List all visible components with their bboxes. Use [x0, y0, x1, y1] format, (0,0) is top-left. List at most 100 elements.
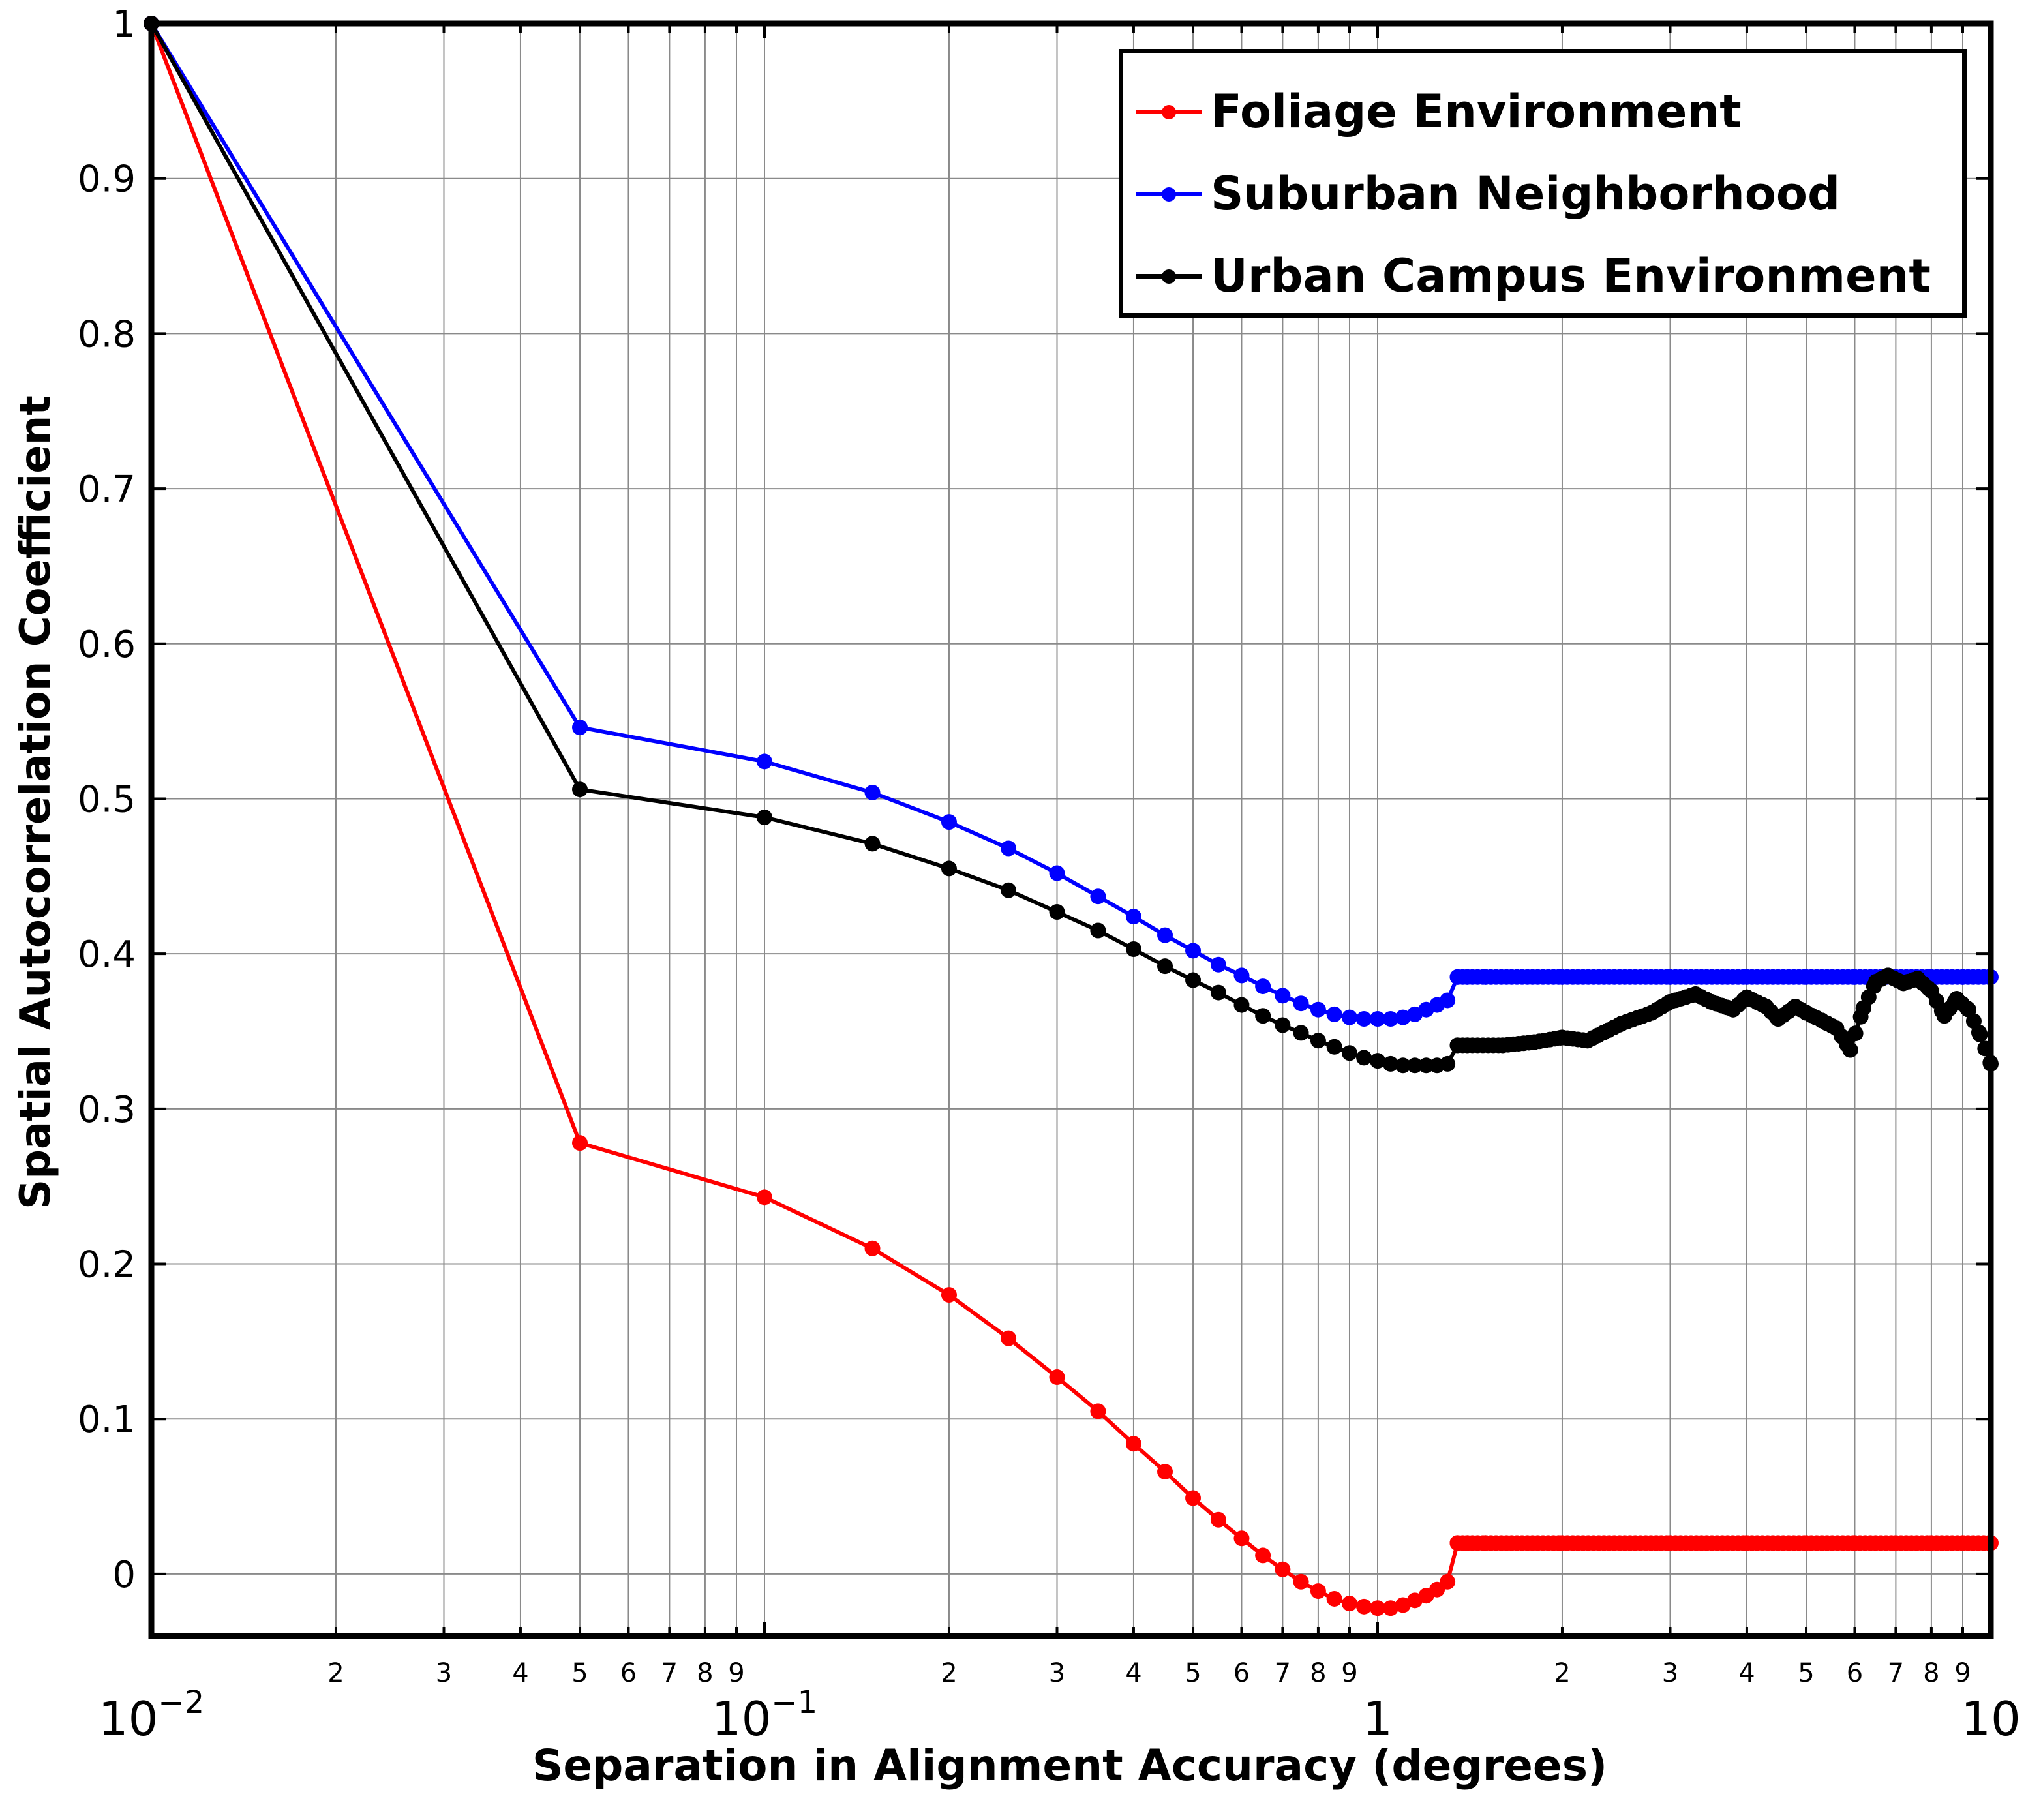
y-tick-label: 0.2 [78, 1244, 136, 1286]
x-tick-major-label: 10−1 [712, 1684, 817, 1746]
series-point-0 [864, 1240, 881, 1256]
series-point-1 [572, 720, 588, 736]
series-point-2 [1382, 1055, 1398, 1072]
series-point-2 [1341, 1045, 1357, 1061]
series-point-0 [757, 1189, 772, 1206]
series-point-2 [1972, 1026, 1988, 1042]
x-tick-minor-label: 2 [1554, 1658, 1570, 1688]
series-point-2 [1049, 903, 1065, 920]
series-point-1 [1049, 865, 1065, 881]
series-point-1 [941, 814, 957, 830]
x-tick-minor-label: 2 [941, 1658, 957, 1688]
series-point-0 [1356, 1598, 1372, 1615]
x-tick-labels: 2 3 4 5 6 7 8 9 2 3 4 5 6 7 8 9 2 3 4 5 6 7 8 910−2 10−1 1 10 [98, 1658, 2021, 1746]
legend-label-suburban: Suburban Neighborhood [1211, 167, 1841, 220]
series-point-1 [1341, 1009, 1357, 1025]
series-point-1 [1255, 978, 1271, 995]
series-point-1 [1001, 840, 1017, 857]
series-point-1 [1440, 992, 1456, 1009]
x-tick-minor-label: 6 [1233, 1658, 1250, 1688]
series-point-2 [1001, 882, 1017, 898]
x-tick-minor-label: 8 [697, 1658, 713, 1688]
x-tick-minor-label: 3 [1662, 1658, 1678, 1688]
series-point-2 [572, 781, 588, 798]
series-point-1 [1185, 943, 1202, 959]
x-tick-minor-label: 7 [1888, 1658, 1904, 1688]
series-point-1 [1356, 1010, 1372, 1027]
series-point-1 [1293, 995, 1309, 1012]
y-axis-label-wrap: Spatial Autocorrelation Coefficient [0, 0, 72, 1605]
series-point-2 [1326, 1039, 1342, 1055]
series-point-0 [1310, 1583, 1326, 1600]
legend-swatch-urban [1136, 269, 1202, 284]
series-point-1 [1326, 1006, 1342, 1022]
x-tick-minor-label: 3 [436, 1658, 452, 1688]
y-tick-label: 0.3 [78, 1089, 136, 1131]
series-point-1 [1233, 967, 1250, 984]
series-point-1 [1370, 1010, 1385, 1027]
x-tick-minor-label: 9 [1954, 1658, 1971, 1688]
series-point-1 [1310, 1001, 1326, 1018]
y-tick-label: 0 [112, 1554, 136, 1596]
series-point-0 [1341, 1596, 1357, 1612]
series-point-2 [1356, 1050, 1372, 1066]
x-tick-minor-label: 4 [1125, 1658, 1141, 1688]
series-point-0 [1210, 1511, 1226, 1528]
series-point-1 [1090, 888, 1106, 905]
series-point-2 [1847, 1025, 1864, 1042]
series-point-1 [1157, 927, 1173, 943]
series-point-0 [941, 1287, 957, 1303]
series-point-2 [1233, 997, 1250, 1013]
x-tick-major-label: 1 [1363, 1691, 1393, 1746]
series-point-0 [1157, 1464, 1173, 1480]
y-tick-label: 0.9 [78, 159, 136, 201]
y-axis-label: Spatial Autocorrelation Coefficient [12, 395, 60, 1209]
series-point-0 [1049, 1369, 1065, 1386]
x-tick-minor-label: 7 [1275, 1658, 1291, 1688]
series-point-0 [1275, 1561, 1291, 1577]
series-point-2 [1157, 958, 1173, 975]
legend-item-urban: Urban Campus Environment [1136, 235, 1962, 317]
series-point-0 [1382, 1600, 1398, 1616]
series-point-0 [1185, 1490, 1202, 1506]
series-point-2 [1407, 1057, 1423, 1074]
series-point-0 [1233, 1530, 1250, 1547]
legend-swatch-suburban [1136, 187, 1202, 202]
y-tick-label: 0.6 [78, 624, 136, 666]
series-point-0 [1255, 1547, 1271, 1564]
x-tick-minor-label: 3 [1049, 1658, 1065, 1688]
series-point-0 [1090, 1403, 1106, 1419]
series-layer [144, 16, 1999, 1616]
series-point-1 [1210, 956, 1226, 973]
y-tick-label: 0.8 [78, 313, 136, 356]
series-point-2 [1210, 984, 1226, 1001]
x-tick-minor-label: 6 [620, 1658, 637, 1688]
y-tick-label: 0.5 [78, 778, 136, 821]
x-tick-minor-label: 9 [1341, 1658, 1357, 1688]
legend-label-foliage: Foliage Environment [1211, 85, 1742, 138]
x-tick-minor-label: 8 [1923, 1658, 1939, 1688]
y-tick-label: 0.4 [78, 933, 136, 976]
series-point-1 [1275, 988, 1291, 1004]
series-point-0 [1293, 1573, 1309, 1590]
x-tick-minor-label: 5 [1798, 1658, 1814, 1688]
series-point-2 [1255, 1008, 1271, 1024]
series-point-2 [1842, 1042, 1858, 1058]
series-point-2 [1310, 1033, 1326, 1049]
series-point-0 [1001, 1330, 1017, 1346]
series-point-0 [1125, 1436, 1141, 1452]
x-tick-minor-label: 4 [512, 1658, 528, 1688]
series-point-2 [1275, 1017, 1291, 1033]
y-tick-label: 0.1 [78, 1399, 136, 1441]
series-point-2 [941, 860, 957, 877]
series-point-1 [757, 753, 772, 770]
series-point-0 [1395, 1597, 1411, 1613]
series-point-2 [1125, 941, 1141, 958]
x-tick-minor-label: 8 [1310, 1658, 1326, 1688]
legend-swatch-foliage [1136, 105, 1202, 119]
x-tick-minor-label: 9 [728, 1658, 744, 1688]
legend: Foliage Environment Suburban Neighborhoo… [1119, 49, 1967, 318]
plot-frame [148, 20, 1994, 1639]
y-tick-labels: 0 0.1 0.2 0.3 0.4 0.5 0.6 0.7 0.8 0.9 1 [78, 3, 136, 1596]
x-tick-major-label: 10 [1961, 1691, 2021, 1746]
